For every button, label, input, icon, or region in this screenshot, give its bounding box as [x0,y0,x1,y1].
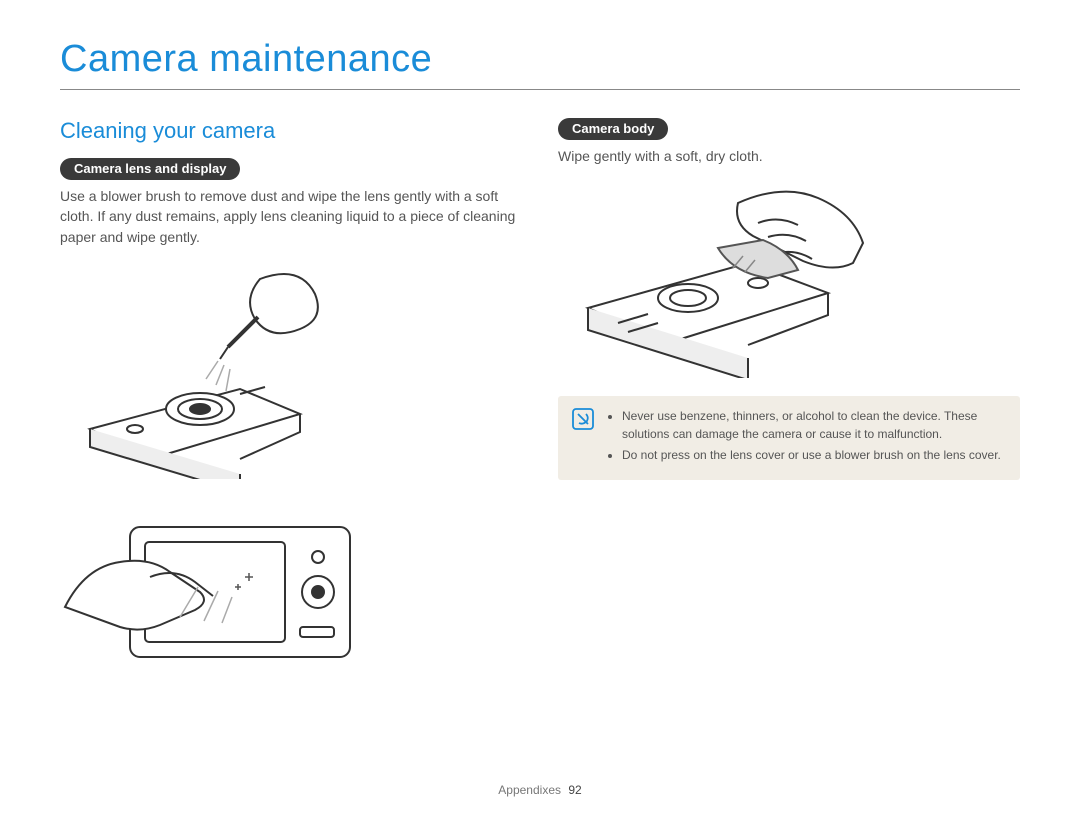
page-title: Camera maintenance [60,38,1020,90]
illustration-wipe-body [558,178,878,378]
pill-lens-display: Camera lens and display [60,158,240,180]
illustration-blower [60,259,360,479]
content-columns: Cleaning your camera Camera lens and dis… [60,118,1020,695]
note-item: Do not press on the lens cover or use a … [622,447,1006,464]
section-heading: Cleaning your camera [60,118,522,144]
note-box: Never use benzene, thinners, or alcohol … [558,396,1020,480]
camera-body-text: Wipe gently with a soft, dry cloth. [558,146,1020,166]
footer-label: Appendixes [498,783,561,797]
illustration-wipe-display [60,497,370,677]
note-item: Never use benzene, thinners, or alcohol … [622,408,1006,443]
page-number: 92 [568,783,581,797]
page-footer: Appendixes 92 [0,783,1080,797]
right-column: Camera body Wipe gently with a soft, dry… [558,118,1020,695]
pill-camera-body: Camera body [558,118,668,140]
note-icon [572,408,594,430]
left-column: Cleaning your camera Camera lens and dis… [60,118,522,695]
lens-display-text: Use a blower brush to remove dust and wi… [60,186,522,247]
note-list: Never use benzene, thinners, or alcohol … [606,408,1006,468]
